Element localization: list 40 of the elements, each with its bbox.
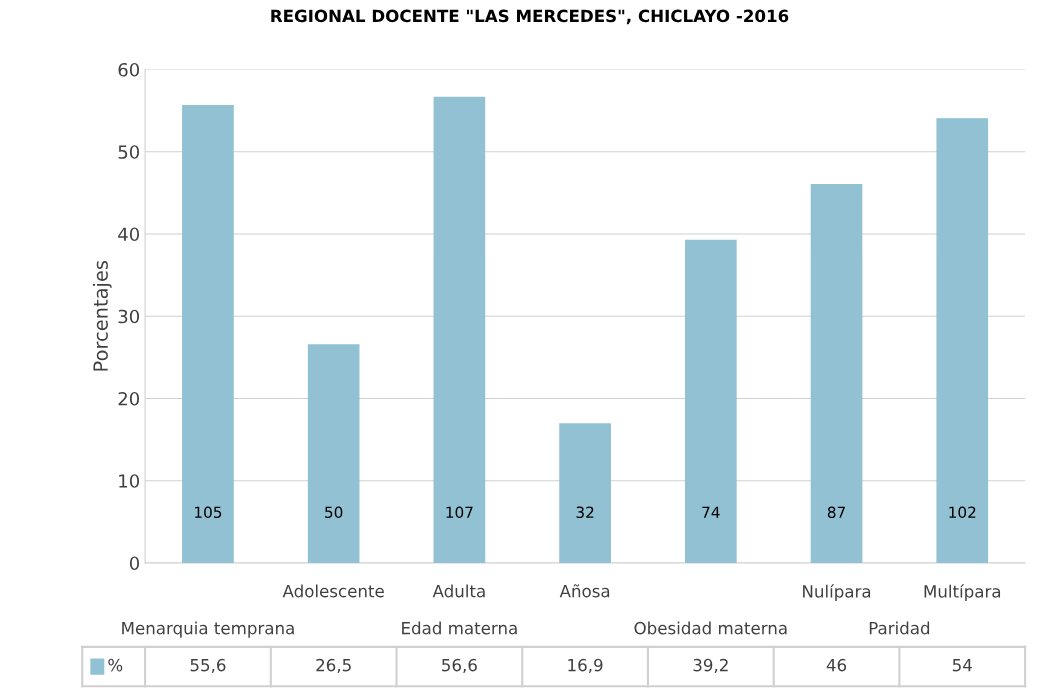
text: Edad materna: [402, 621, 517, 635]
text: Paridad: [869, 621, 930, 635]
annotation: 87: [827, 506, 845, 519]
bar: [433, 96, 486, 563]
bar: [307, 344, 360, 563]
x-tick-label: Multípara: [924, 584, 1001, 601]
annotation: 32: [576, 506, 594, 519]
y-tick-label: 40: [118, 227, 140, 242]
bar: [810, 183, 863, 563]
annotation: 74: [702, 506, 720, 518]
y-tick-label: 10: [119, 474, 140, 488]
y-tick-label: 20: [118, 391, 140, 406]
y-tick-label: 0: [129, 556, 140, 571]
bar: [559, 423, 611, 563]
y-tick-label: 50: [118, 145, 140, 159]
data-label: 16,9: [568, 658, 603, 674]
text: Obesidad materna: [634, 621, 787, 635]
y-axis-title: Porcentajes: [92, 260, 112, 371]
x-tick-label: Adolescente: [282, 584, 384, 598]
data-label: 26,5: [316, 658, 351, 674]
data-label: 54: [952, 659, 972, 672]
x-tick-label: Añosa: [559, 584, 610, 598]
data-label: 55,6: [190, 658, 226, 674]
chart-title: REGIONAL DOCENTE "LAS MERCEDES", CHICLAYO -2016: [271, 9, 789, 25]
y-tick-label: 30: [118, 309, 140, 324]
annotation: 50: [325, 506, 343, 519]
data-label: 56,6: [442, 658, 477, 674]
annotation: 105: [195, 506, 222, 519]
y-tick-label: 60: [118, 62, 140, 77]
bar: [936, 118, 989, 563]
legend-label: %: [108, 658, 123, 672]
x-tick-label: Adulta: [432, 584, 485, 598]
text: Menarquia temprana: [122, 621, 294, 638]
x-tick-label: Nulípara: [803, 584, 871, 601]
bar: [182, 104, 234, 563]
data-label: 46: [826, 658, 847, 672]
bar: [684, 239, 737, 563]
annotation: 102: [949, 506, 976, 519]
annotation: 107: [446, 506, 473, 519]
data-label: 39,2: [693, 658, 728, 674]
